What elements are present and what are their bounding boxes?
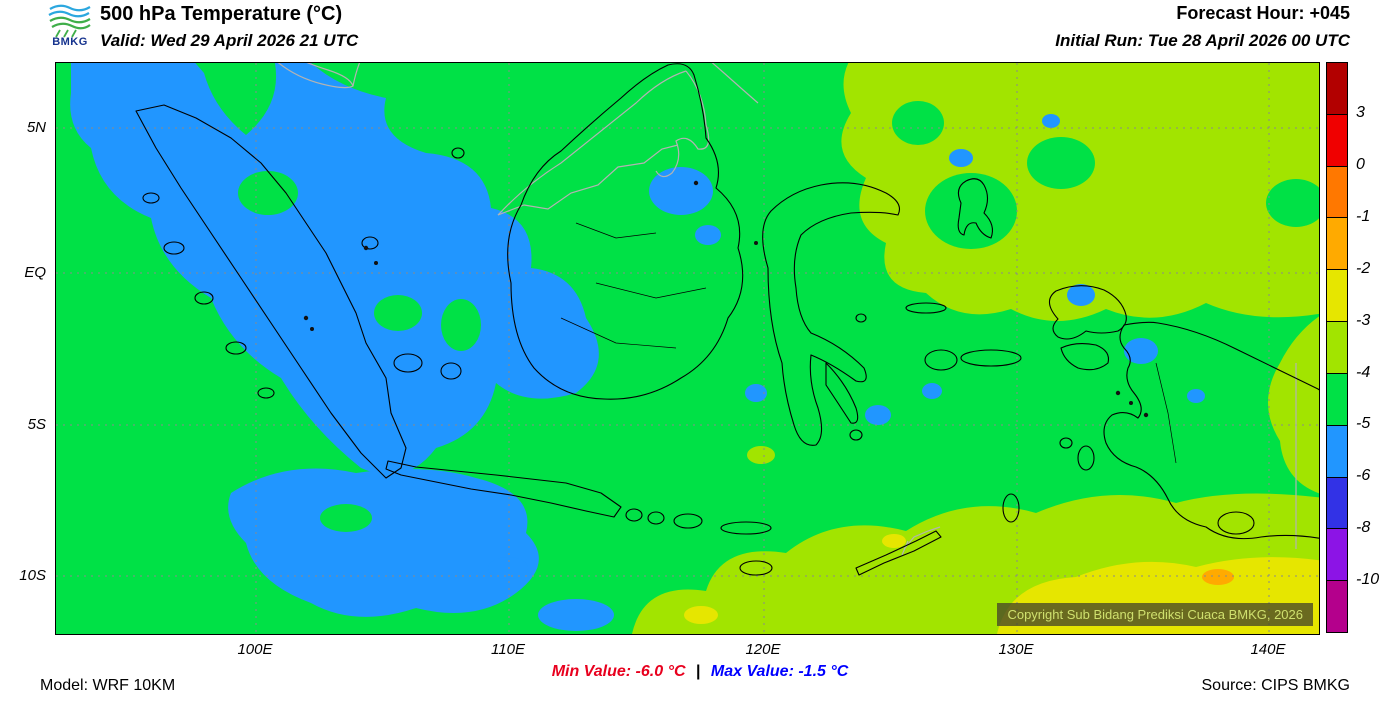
grid-lines: [56, 63, 1319, 634]
lat-tick-5s: 5S: [27, 416, 46, 433]
blue-temp-regions: [70, 58, 1205, 631]
colorbar-tick-label: -10: [1356, 571, 1380, 588]
foreign-coastlines: [273, 58, 1297, 556]
lon-tick-100e: 100E: [237, 641, 273, 658]
colorbar-swatch: [1327, 529, 1347, 582]
colorbar-tick-label: -5: [1356, 415, 1371, 432]
colorbar-legend: [1326, 62, 1348, 633]
source-label: Source: CIPS BMKG: [1201, 677, 1351, 694]
lat-tick-10s: 10S: [19, 567, 46, 584]
bmkg-logo-icon: [48, 4, 91, 38]
lon-tick-140e: 140E: [1250, 641, 1286, 658]
min-max-values: Min Value: -6.0 °C | Max Value: -1.5 °C: [0, 663, 1400, 681]
colorbar-tick-label: 3: [1356, 104, 1365, 121]
colorbar-swatch: [1327, 218, 1347, 271]
colorbar-swatch: [1327, 425, 1347, 478]
colorbar-tick-label: -3: [1356, 312, 1371, 329]
colorbar-swatch: [1327, 63, 1347, 115]
valid-time-label: Valid: Wed 29 April 2026 21 UTC: [100, 31, 359, 50]
green-gaps-over-blue: [44, 58, 481, 532]
lat-tick-eq: EQ: [24, 264, 46, 281]
lon-tick-130e: 130E: [998, 641, 1034, 658]
lon-tick-110e: 110E: [491, 641, 525, 658]
min-value-label: Min Value: -6.0 °C: [551, 663, 686, 680]
green-gaps-over-yellow-green: [796, 101, 1326, 515]
min-max-separator: |: [695, 663, 701, 680]
colorbar-swatch: [1327, 322, 1347, 374]
lon-tick-120e: 120E: [745, 641, 781, 658]
colorbar-swatch: [1327, 477, 1347, 530]
terrain-specks: [303, 180, 1149, 418]
page-title: 500 hPa Temperature (°C): [100, 3, 343, 25]
model-label: Model: WRF 10KM: [40, 677, 176, 694]
colorbar-tick-label: -2: [1356, 260, 1371, 277]
colorbar-tick-label: 0: [1356, 156, 1365, 173]
colorbar-swatch: [1327, 581, 1347, 632]
colorbar-tick-label: -1: [1356, 208, 1371, 225]
initial-run-label: Initial Run: Tue 28 April 2026 00 UTC: [1055, 31, 1350, 50]
colorbar-tick-label: -8: [1356, 519, 1371, 536]
colorbar-swatch: [1327, 166, 1347, 219]
colorbar-swatch: [1327, 373, 1347, 426]
colorbar-tick-label: -4: [1356, 364, 1371, 381]
colorbar-swatch: [1327, 270, 1347, 323]
copyright-overlay: Copyright Sub Bidang Prediksi Cuaca BMKG…: [997, 603, 1313, 626]
colorbar-swatch: [1327, 114, 1347, 167]
temperature-map-svg: [44, 58, 1326, 639]
orange-temp-region: [1202, 569, 1234, 585]
map-frame: Copyright Sub Bidang Prediksi Cuaca BMKG…: [44, 58, 1326, 639]
coastlines: [135, 63, 1325, 576]
bmkg-logo-label: BMKG: [52, 36, 88, 48]
forecast-hour-label: Forecast Hour: +045: [1176, 3, 1350, 23]
colorbar-tick-label: -6: [1356, 467, 1371, 484]
max-value-label: Max Value: -1.5 °C: [710, 663, 849, 680]
lat-tick-5n: 5N: [26, 119, 46, 136]
